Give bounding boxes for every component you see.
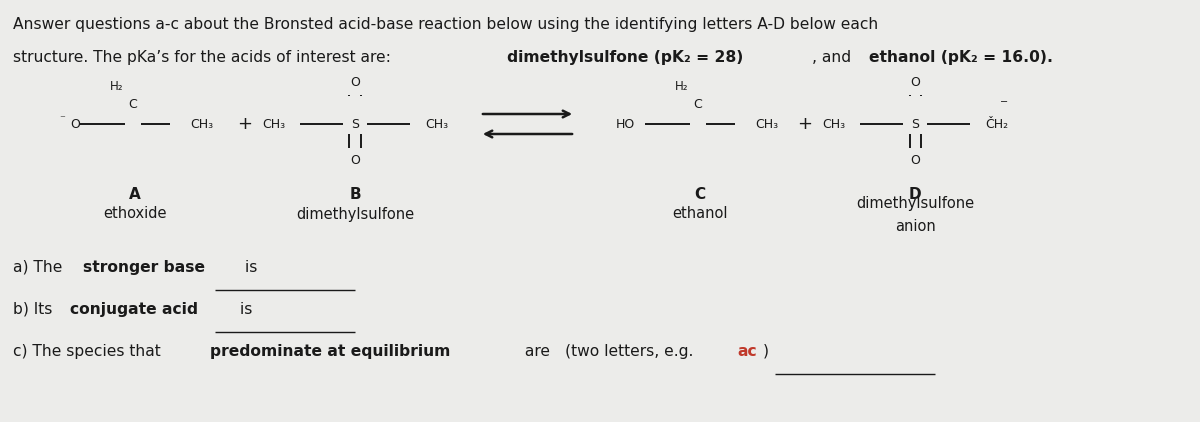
Text: ): ) (762, 344, 768, 359)
Text: C: C (128, 97, 137, 111)
Text: HO: HO (616, 117, 635, 130)
Text: conjugate acid: conjugate acid (70, 302, 198, 317)
Text: dimethylsulfone: dimethylsulfone (856, 197, 974, 211)
Text: CH₃: CH₃ (425, 117, 448, 130)
Text: a) The: a) The (13, 260, 67, 275)
Text: is: is (240, 260, 258, 275)
Text: predominate at equilibrium: predominate at equilibrium (210, 344, 450, 359)
Text: O: O (910, 76, 920, 89)
Text: +: + (798, 115, 812, 133)
Text: stronger base: stronger base (83, 260, 205, 275)
Text: Answer questions a-c about the Bronsted acid-base reaction below using the ident: Answer questions a-c about the Bronsted … (13, 17, 878, 32)
Text: ethanol (pK₂ = 16.0).: ethanol (pK₂ = 16.0). (869, 50, 1052, 65)
Text: ethoxide: ethoxide (103, 206, 167, 222)
Text: are: are (520, 344, 554, 359)
Text: H₂: H₂ (110, 81, 124, 94)
Text: dimethylsulfone (pK₂ = 28): dimethylsulfone (pK₂ = 28) (506, 50, 743, 65)
Text: S: S (911, 117, 919, 130)
Text: S: S (352, 117, 359, 130)
Text: CH₃: CH₃ (822, 117, 845, 130)
Text: ethanol: ethanol (672, 206, 727, 222)
Text: is: is (235, 302, 253, 317)
Text: CH₃: CH₃ (755, 117, 778, 130)
Text: A: A (130, 187, 140, 201)
Text: O: O (350, 76, 360, 89)
Text: CH₃: CH₃ (190, 117, 214, 130)
Text: C: C (694, 97, 702, 111)
Text: (two letters, e.g.: (two letters, e.g. (565, 344, 698, 359)
Text: CH₃: CH₃ (262, 117, 284, 130)
Text: O: O (910, 154, 920, 167)
Text: O: O (70, 117, 80, 130)
Text: B: B (349, 187, 361, 201)
Text: −: − (1000, 97, 1008, 107)
Text: ČH₂: ČH₂ (985, 117, 1008, 130)
Text: ⁻: ⁻ (59, 114, 65, 124)
Text: +: + (238, 115, 252, 133)
Text: structure. The pKa’s for the acids of interest are:: structure. The pKa’s for the acids of in… (13, 50, 396, 65)
Text: anion: anion (895, 219, 935, 235)
Text: c) The species that: c) The species that (13, 344, 166, 359)
Text: dimethylsulfone: dimethylsulfone (296, 206, 414, 222)
Text: b) Its: b) Its (13, 302, 58, 317)
Text: O: O (350, 154, 360, 167)
Text: H₂: H₂ (676, 81, 689, 94)
Text: D: D (908, 187, 922, 201)
Text: , and: , and (812, 50, 856, 65)
Text: C: C (695, 187, 706, 201)
Text: ac: ac (737, 344, 757, 359)
